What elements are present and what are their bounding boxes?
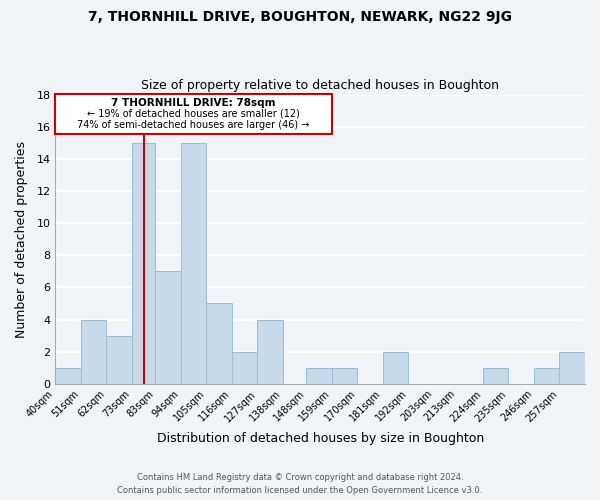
Bar — [206, 304, 232, 384]
Bar — [181, 143, 206, 384]
Bar — [155, 272, 181, 384]
Text: 7, THORNHILL DRIVE, BOUGHTON, NEWARK, NG22 9JG: 7, THORNHILL DRIVE, BOUGHTON, NEWARK, NG… — [88, 10, 512, 24]
Text: Contains HM Land Registry data © Crown copyright and database right 2024.
Contai: Contains HM Land Registry data © Crown c… — [118, 473, 482, 495]
Bar — [483, 368, 508, 384]
Bar — [106, 336, 132, 384]
FancyBboxPatch shape — [55, 94, 332, 134]
Bar — [332, 368, 358, 384]
Bar — [55, 368, 81, 384]
Bar — [306, 368, 332, 384]
Bar — [534, 368, 559, 384]
Text: ← 19% of detached houses are smaller (12): ← 19% of detached houses are smaller (12… — [87, 109, 300, 119]
Bar — [232, 352, 257, 384]
Title: Size of property relative to detached houses in Boughton: Size of property relative to detached ho… — [141, 79, 499, 92]
Bar — [257, 320, 283, 384]
Bar — [559, 352, 585, 384]
Text: 74% of semi-detached houses are larger (46) →: 74% of semi-detached houses are larger (… — [77, 120, 310, 130]
X-axis label: Distribution of detached houses by size in Boughton: Distribution of detached houses by size … — [157, 432, 484, 445]
Text: 7 THORNHILL DRIVE: 78sqm: 7 THORNHILL DRIVE: 78sqm — [111, 98, 276, 108]
Y-axis label: Number of detached properties: Number of detached properties — [15, 140, 28, 338]
Bar — [132, 143, 155, 384]
Bar — [383, 352, 409, 384]
Bar — [81, 320, 106, 384]
